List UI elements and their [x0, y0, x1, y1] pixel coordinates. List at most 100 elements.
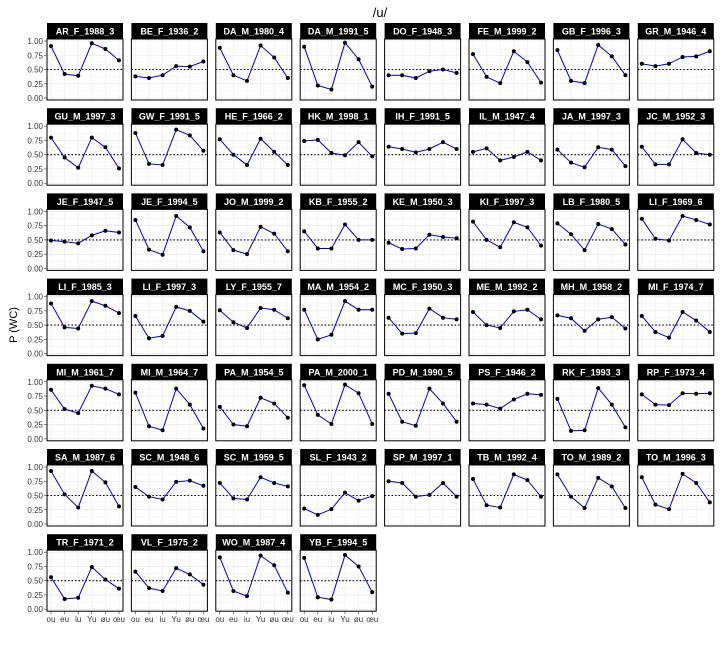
- facet-panel: KI_F_1997_3: [468, 193, 546, 271]
- y-tick-label: 0.75: [27, 222, 43, 231]
- x-tick-label: øu: [185, 615, 194, 624]
- series-line: [303, 223, 373, 249]
- data-point: [484, 146, 489, 151]
- panel-border: [299, 123, 377, 186]
- data-point: [569, 428, 573, 433]
- data-point: [89, 468, 94, 473]
- data-point: [160, 73, 165, 78]
- panel-border: [215, 294, 293, 357]
- data-point: [511, 309, 516, 314]
- data-point: [539, 80, 543, 85]
- data-point: [147, 247, 151, 252]
- data-point: [258, 43, 263, 48]
- data-point: [89, 299, 94, 304]
- panel-border: [215, 208, 293, 271]
- data-point: [117, 311, 121, 316]
- panel-border: [384, 123, 462, 186]
- data-point: [49, 135, 53, 140]
- data-point: [302, 383, 307, 388]
- x-tick-label: iu: [75, 615, 81, 624]
- data-point: [413, 331, 418, 336]
- panel-border: [552, 379, 630, 442]
- data-point: [582, 328, 587, 333]
- facet-strip: [637, 363, 714, 380]
- data-point: [370, 154, 375, 159]
- facet-label: PS_F_1946_2: [478, 367, 536, 377]
- facet-panel: GR_M_1946_4: [637, 23, 715, 101]
- data-point: [539, 158, 543, 163]
- data-point: [555, 472, 560, 477]
- facet-label: GR_M_1946_4: [645, 27, 706, 37]
- data-point: [386, 144, 391, 149]
- series-line: [388, 387, 458, 427]
- data-point: [76, 241, 81, 246]
- panel-border: [215, 549, 293, 612]
- data-point: [639, 313, 644, 318]
- data-point: [187, 572, 192, 577]
- data-point: [525, 478, 530, 483]
- data-point: [454, 70, 459, 75]
- series-line: [134, 215, 204, 256]
- data-point: [400, 331, 405, 336]
- data-point: [187, 64, 192, 69]
- facet-label: BE_F_1936_2: [140, 27, 198, 37]
- y-tick-label: 1.00: [27, 122, 43, 131]
- facet-panel: JO_M_1999_2: [215, 193, 293, 271]
- data-point: [133, 569, 138, 574]
- data-point: [471, 401, 475, 406]
- data-point: [245, 78, 249, 83]
- facet-panel: MC_F_1950_3: [384, 278, 462, 357]
- x-tick-label: eu: [145, 615, 154, 624]
- y-tick-label: 0.25: [27, 506, 43, 515]
- series-line: [219, 44, 289, 82]
- data-point: [609, 147, 614, 152]
- facet-label: JO_M_1999_2: [224, 197, 284, 207]
- data-point: [356, 140, 361, 145]
- facet-panel: AR_F_1988_3 0.00 0.25 0.50 0.75 1.00: [27, 23, 124, 103]
- facet-panel: HK_M_1998_1: [299, 108, 377, 186]
- data-point: [441, 401, 445, 406]
- panel-border: [215, 123, 293, 186]
- data-point: [272, 231, 277, 236]
- data-point: [160, 588, 165, 593]
- series-line: [472, 309, 542, 329]
- data-point: [117, 166, 121, 171]
- x-tick-label: Yu: [340, 615, 349, 624]
- facet-panel: JE_F_1994_5: [130, 193, 208, 271]
- facet-panel: MI_F_1974_7: [637, 278, 715, 357]
- series-line: [557, 146, 626, 168]
- data-point: [484, 237, 489, 242]
- data-point: [174, 386, 179, 391]
- series-line: [388, 68, 457, 79]
- facet-panel: SA_M_1987_6 0.00 0.25 0.50 0.75 1.00: [27, 449, 124, 529]
- data-point: [329, 87, 334, 92]
- series-line: [472, 147, 542, 161]
- data-point: [539, 392, 543, 397]
- facet-panel: MH_M_1958_2: [552, 278, 630, 357]
- data-point: [187, 478, 192, 483]
- panel-border: [468, 38, 546, 101]
- data-point: [147, 494, 151, 499]
- facet-panel: LY_F_1955_7: [215, 278, 293, 357]
- data-point: [160, 497, 165, 502]
- data-point: [525, 60, 530, 65]
- data-point: [302, 229, 307, 234]
- data-point: [315, 137, 320, 142]
- facet-strip: [215, 534, 292, 551]
- data-point: [103, 303, 108, 308]
- series-line: [50, 566, 120, 600]
- data-point: [49, 387, 53, 392]
- data-point: [441, 315, 445, 320]
- facet-label: RP_F_1973_4: [647, 367, 705, 377]
- facet-label: JA_M_1997_3: [562, 112, 621, 122]
- data-point: [667, 335, 671, 340]
- data-point: [623, 425, 628, 430]
- data-point: [343, 153, 347, 158]
- series-line: [50, 42, 120, 77]
- facet-panel: DA_M_1991_5: [299, 23, 377, 101]
- data-point: [62, 325, 67, 330]
- data-point: [667, 61, 671, 66]
- data-point: [201, 426, 206, 431]
- data-point: [386, 73, 391, 78]
- facet-strip: [469, 363, 545, 380]
